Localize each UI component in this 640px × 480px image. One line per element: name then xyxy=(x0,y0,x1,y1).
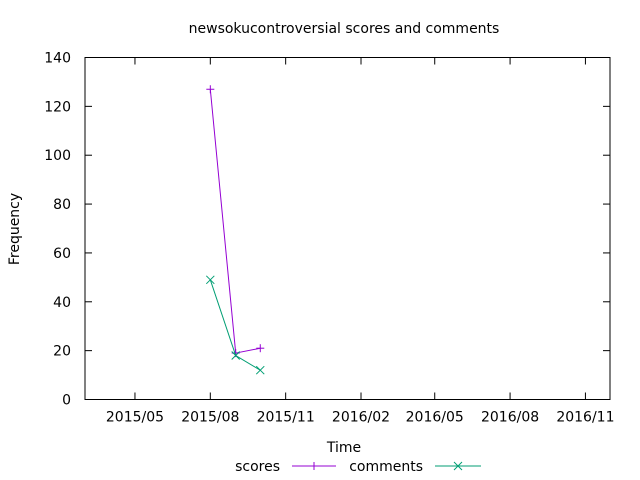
y-axis: 0 20 40 60 80 100 120 140 xyxy=(44,51,610,409)
x-tick-label: 2015/05 xyxy=(106,410,164,426)
y-tick-label: 0 xyxy=(62,393,71,409)
y-tick-label: 140 xyxy=(44,51,71,67)
x-axis: 2015/05 2015/08 2015/11 2016/02 2016/05 2016/… xyxy=(106,57,615,426)
data-point xyxy=(205,275,215,285)
series-line-scores xyxy=(209,89,261,354)
data-point xyxy=(310,462,318,470)
legend: scores comments xyxy=(235,459,481,475)
x-tick-label: 2016/02 xyxy=(332,410,390,426)
x-tick-label: 2016/08 xyxy=(481,410,539,426)
y-axis-label: Frequency xyxy=(7,193,23,265)
series-layer xyxy=(205,85,265,375)
data-point xyxy=(231,351,241,360)
plot-area-frame xyxy=(84,57,611,400)
data-point xyxy=(206,85,215,94)
y-tick-label: 100 xyxy=(44,148,71,164)
x-tick-label: 2015/11 xyxy=(257,410,315,426)
y-tick-label: 120 xyxy=(44,99,71,115)
x-axis-label: Time xyxy=(326,440,361,456)
y-tick-label: 80 xyxy=(53,197,71,213)
y-tick-label: 40 xyxy=(53,295,71,311)
data-point xyxy=(453,461,463,471)
chart-title: newsokucontroversial scores and comments xyxy=(189,21,500,37)
x-tick-label: 2016/11 xyxy=(556,410,614,426)
data-point xyxy=(255,365,265,375)
legend-label: scores xyxy=(235,459,280,475)
x-tick-label: 2016/05 xyxy=(406,410,464,426)
y-tick-label: 60 xyxy=(53,246,71,262)
legend-label: comments xyxy=(349,459,423,475)
x-tick-label: 2015/08 xyxy=(181,410,239,426)
y-tick-label: 20 xyxy=(53,344,71,360)
data-point xyxy=(256,344,265,353)
